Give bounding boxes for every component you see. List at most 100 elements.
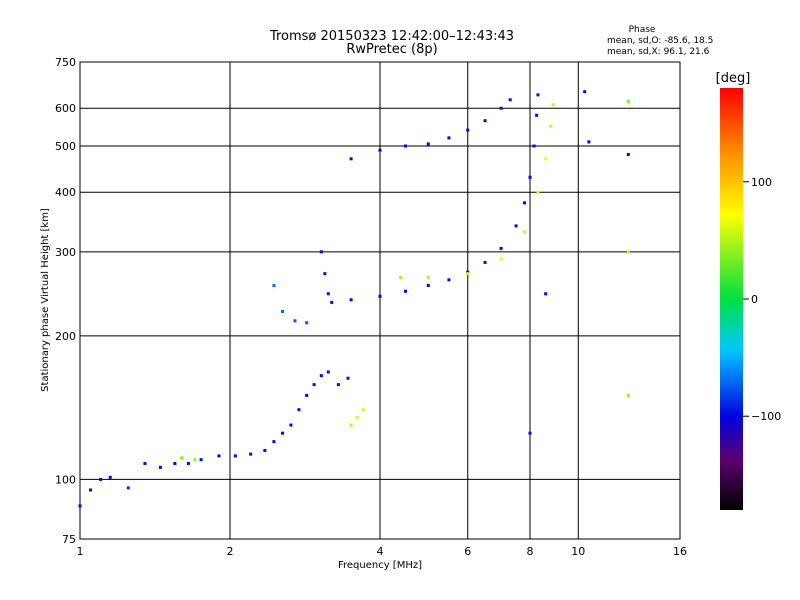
data-point — [544, 292, 548, 296]
data-point — [305, 393, 309, 397]
data-point — [272, 440, 276, 444]
y-tick-label: 500 — [55, 140, 76, 153]
x-tick-label: 6 — [464, 545, 471, 558]
data-point — [89, 488, 93, 492]
chart-title-line1: Tromsø 20150323 12:42:00–12:43:43 — [269, 29, 514, 44]
data-point — [378, 148, 382, 152]
data-point — [499, 106, 503, 110]
series-e-region-x-mode — [180, 408, 365, 462]
data-point — [349, 157, 353, 161]
x-tick-label: 10 — [571, 545, 585, 558]
data-point — [305, 321, 309, 325]
x-axis-label: Frequency [MHz] — [338, 560, 422, 571]
data-point — [293, 319, 297, 323]
series-other-scatter — [528, 90, 630, 435]
data-point — [272, 283, 276, 287]
data-point — [281, 431, 285, 435]
data-point — [403, 289, 407, 293]
data-point — [158, 465, 162, 469]
data-point — [549, 124, 553, 128]
data-point — [466, 128, 470, 132]
data-point — [626, 99, 630, 103]
data-point — [108, 475, 112, 479]
x-tick-label: 1 — [77, 545, 84, 558]
data-point — [447, 136, 451, 140]
data-point — [466, 270, 470, 274]
data-point — [551, 103, 555, 107]
data-point — [349, 298, 353, 302]
data-point — [399, 276, 403, 280]
data-point — [626, 250, 630, 254]
y-tick-label: 750 — [55, 56, 76, 69]
x-tick-label: 2 — [227, 545, 234, 558]
data-point — [193, 458, 197, 462]
data-point — [426, 283, 430, 287]
data-point — [355, 415, 359, 419]
x-tick-label: 16 — [673, 545, 687, 558]
data-point — [143, 461, 147, 465]
phase-stats-x: mean, sd,X: 96.1, 21.6 — [607, 47, 710, 57]
phase-stats-o: mean, sd,O: -85.6, 18.5 — [607, 36, 713, 46]
data-point — [483, 260, 487, 264]
data-point — [528, 431, 532, 435]
data-point — [426, 276, 430, 280]
series-f2-x-mode — [399, 103, 555, 280]
data-point — [587, 140, 591, 144]
series-f2-o-mode — [330, 93, 540, 304]
data-point — [544, 157, 548, 161]
y-tick-label: 100 — [55, 473, 76, 486]
y-axis-label: Stationary phase Virtual Height [km] — [40, 208, 51, 392]
colorbar-ticks: 100 0 −100 — [743, 176, 781, 423]
x-tick-label: 4 — [377, 545, 384, 558]
phase-stats-label: Phase — [629, 25, 656, 35]
data-point — [263, 448, 267, 452]
data-point — [499, 246, 503, 250]
data-point — [528, 175, 532, 179]
data-point — [626, 152, 630, 156]
data-point — [173, 461, 177, 465]
grid-lines — [80, 62, 680, 539]
series-e-region-o-mode — [78, 370, 350, 508]
data-point — [523, 201, 527, 205]
series-f2-multi-hop — [349, 98, 512, 161]
data-point — [180, 456, 184, 460]
data-point — [483, 119, 487, 123]
data-point — [361, 408, 365, 412]
x-tick-label: 8 — [527, 545, 534, 558]
data-point — [186, 461, 190, 465]
data-point — [312, 383, 316, 387]
y-tick-label: 600 — [55, 102, 76, 115]
data-point — [297, 408, 301, 412]
data-point — [330, 300, 334, 304]
y-tick-label: 75 — [62, 533, 76, 546]
data-point — [126, 486, 130, 490]
data-point — [466, 272, 470, 276]
data-point — [99, 477, 103, 481]
data-point — [583, 90, 587, 94]
data-point — [336, 383, 340, 387]
data-point — [447, 278, 451, 282]
data-point — [536, 93, 540, 97]
y-tick-label: 300 — [55, 246, 76, 259]
colorbar-unit: [deg] — [716, 71, 751, 86]
phase-colorbar: [deg] — [716, 71, 751, 510]
data-point — [217, 454, 221, 458]
data-point — [319, 250, 323, 254]
y-tick-label: 400 — [55, 186, 76, 199]
data-point — [349, 423, 353, 427]
data-point — [426, 142, 430, 146]
colorbar-tick-label: 100 — [751, 176, 772, 189]
data-point — [289, 423, 293, 427]
data-point — [532, 144, 536, 148]
data-point — [78, 504, 82, 508]
data-point — [326, 292, 330, 296]
data-point — [508, 98, 512, 102]
colorbar-tick-label: −100 — [751, 410, 781, 423]
chart-title-line2: RwPretec (8p) — [346, 42, 437, 57]
axis-ticks: 1 2 4 6 8 10 16 75 100 200 300 400 500 600 750 — [55, 56, 687, 558]
colorbar-tick-label: 0 — [751, 293, 758, 306]
y-tick-label: 200 — [55, 330, 76, 343]
data-point — [403, 144, 407, 148]
data-point — [499, 257, 503, 261]
